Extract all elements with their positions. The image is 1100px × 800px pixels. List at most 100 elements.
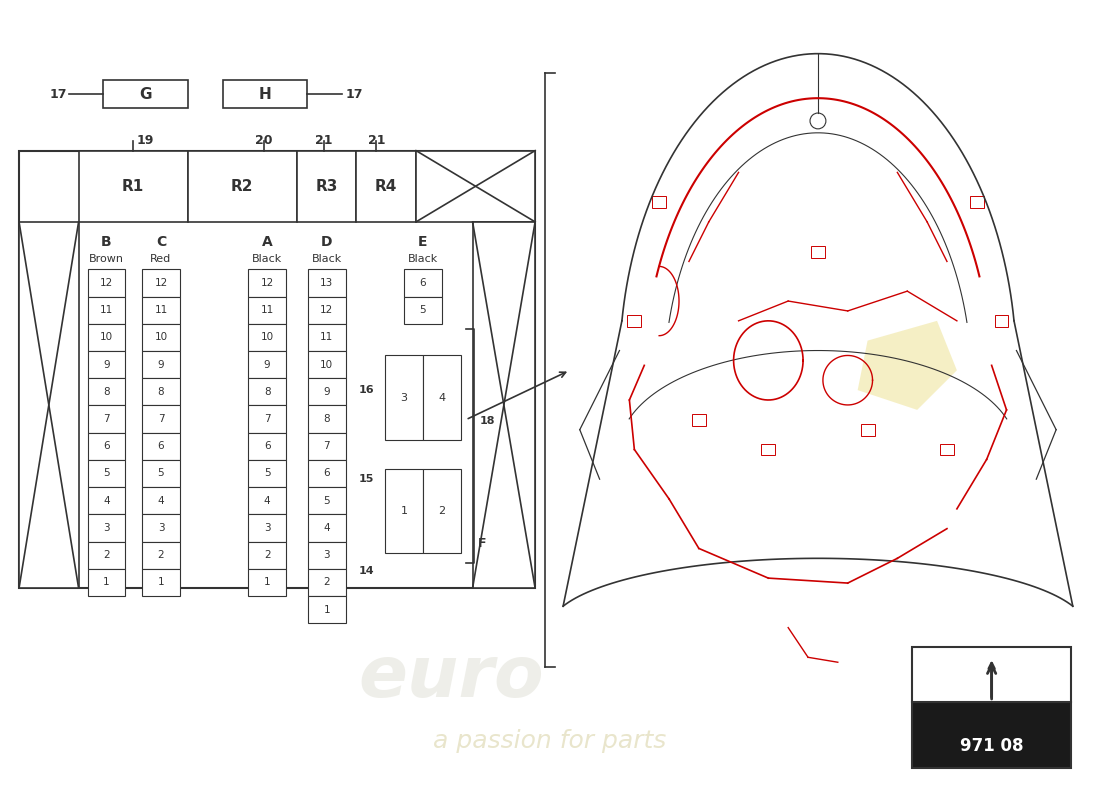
Bar xyxy=(19,222,78,588)
Text: C: C xyxy=(156,234,166,249)
Bar xyxy=(385,470,424,554)
Polygon shape xyxy=(858,321,957,410)
Bar xyxy=(404,297,442,324)
Text: H: H xyxy=(258,86,271,102)
Text: 4: 4 xyxy=(438,393,446,402)
Bar xyxy=(88,433,125,460)
Bar xyxy=(761,443,776,455)
Text: E: E xyxy=(418,234,428,249)
Bar xyxy=(103,80,188,108)
Bar xyxy=(912,702,1071,768)
Bar xyxy=(88,406,125,433)
Text: 5: 5 xyxy=(420,305,427,315)
Bar xyxy=(88,270,125,297)
Text: 20: 20 xyxy=(255,134,273,147)
Text: F: F xyxy=(477,537,486,550)
Text: Black: Black xyxy=(408,254,438,265)
Text: 7: 7 xyxy=(157,414,164,424)
Bar xyxy=(88,297,125,324)
Bar xyxy=(416,150,535,222)
Bar xyxy=(404,270,442,297)
Text: 6: 6 xyxy=(157,442,164,451)
Bar xyxy=(142,297,179,324)
Bar xyxy=(356,150,416,222)
Text: 10: 10 xyxy=(320,360,333,370)
Bar xyxy=(652,196,667,208)
Bar xyxy=(912,647,1071,702)
Bar xyxy=(142,542,179,569)
Bar xyxy=(19,150,535,588)
Bar xyxy=(308,433,345,460)
Text: 4: 4 xyxy=(103,496,110,506)
Bar xyxy=(88,487,125,514)
Bar xyxy=(142,487,179,514)
Bar xyxy=(249,433,286,460)
Text: Black: Black xyxy=(252,254,283,265)
Text: 15: 15 xyxy=(359,474,374,484)
Bar xyxy=(88,351,125,378)
Text: 13: 13 xyxy=(320,278,333,288)
Text: B: B xyxy=(101,234,112,249)
Text: 12: 12 xyxy=(100,278,113,288)
Text: R2: R2 xyxy=(231,178,254,194)
Text: 8: 8 xyxy=(323,414,330,424)
Bar xyxy=(88,542,125,569)
Text: 2: 2 xyxy=(264,550,271,560)
Text: 7: 7 xyxy=(264,414,271,424)
Text: R3: R3 xyxy=(316,178,338,194)
Text: 1: 1 xyxy=(400,506,408,516)
Text: 4: 4 xyxy=(323,523,330,533)
Bar xyxy=(88,569,125,596)
Text: 3: 3 xyxy=(264,523,271,533)
Bar xyxy=(188,150,297,222)
Bar xyxy=(424,470,461,554)
Text: 4: 4 xyxy=(157,496,164,506)
Bar xyxy=(308,351,345,378)
Bar xyxy=(473,222,535,588)
Text: A: A xyxy=(262,234,273,249)
Bar xyxy=(249,324,286,351)
Text: 19: 19 xyxy=(136,134,154,147)
Bar xyxy=(142,406,179,433)
Text: 5: 5 xyxy=(264,469,271,478)
Bar xyxy=(308,270,345,297)
Bar xyxy=(860,424,875,436)
Bar xyxy=(249,270,286,297)
Text: 3: 3 xyxy=(323,550,330,560)
Bar xyxy=(424,355,461,439)
Text: 6: 6 xyxy=(323,469,330,478)
Text: 2: 2 xyxy=(438,506,446,516)
Bar xyxy=(385,355,424,439)
Text: 9: 9 xyxy=(157,360,164,370)
Bar xyxy=(308,378,345,406)
Text: 12: 12 xyxy=(261,278,274,288)
Bar xyxy=(249,487,286,514)
Bar xyxy=(970,196,983,208)
Text: 2: 2 xyxy=(323,578,330,587)
Text: 11: 11 xyxy=(320,333,333,342)
Bar xyxy=(308,569,345,596)
Bar xyxy=(249,569,286,596)
Bar xyxy=(308,460,345,487)
Text: 11: 11 xyxy=(261,305,274,315)
Text: 14: 14 xyxy=(359,566,374,576)
Text: 7: 7 xyxy=(323,442,330,451)
Text: R4: R4 xyxy=(375,178,397,194)
Bar xyxy=(249,378,286,406)
Bar xyxy=(308,406,345,433)
Bar xyxy=(308,596,345,623)
Text: 6: 6 xyxy=(264,442,271,451)
Bar xyxy=(249,460,286,487)
Bar xyxy=(994,315,1009,326)
Bar xyxy=(308,514,345,542)
Text: 6: 6 xyxy=(103,442,110,451)
Text: 1: 1 xyxy=(264,578,271,587)
Bar xyxy=(692,414,706,426)
Text: 7: 7 xyxy=(103,414,110,424)
Bar xyxy=(88,324,125,351)
Text: D: D xyxy=(321,234,332,249)
Bar xyxy=(308,324,345,351)
Bar xyxy=(142,324,179,351)
Text: 5: 5 xyxy=(323,496,330,506)
Bar xyxy=(88,514,125,542)
